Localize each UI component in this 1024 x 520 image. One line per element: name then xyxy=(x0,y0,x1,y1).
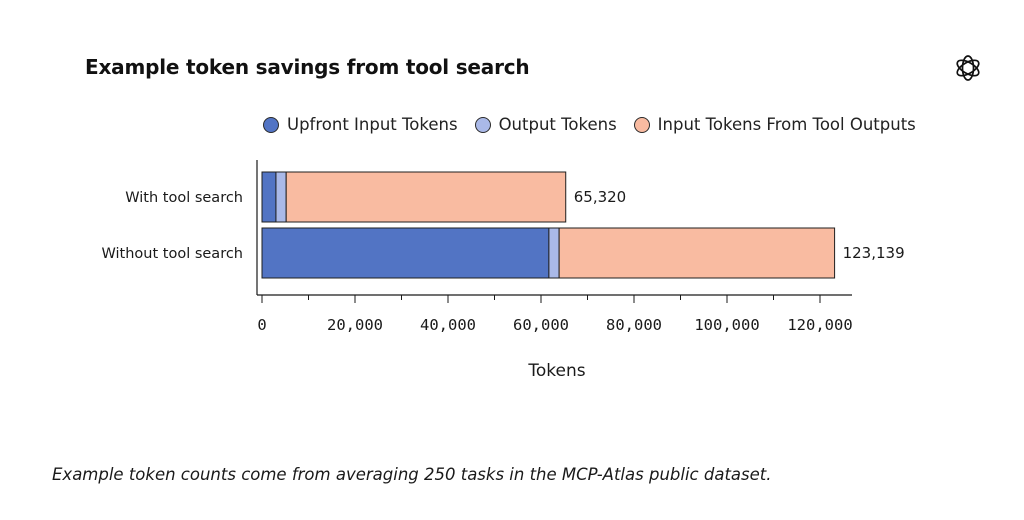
x-tick-label: 20,000 xyxy=(327,316,383,334)
bar-total-label: 123,139 xyxy=(843,244,905,262)
x-tick-label: 100,000 xyxy=(694,316,759,334)
x-tick-label: 60,000 xyxy=(513,316,569,334)
legend-label-tool-outputs: Input Tokens From Tool Outputs xyxy=(657,115,916,134)
legend-label-output: Output Tokens xyxy=(498,115,617,134)
legend-label-upfront: Upfront Input Tokens xyxy=(287,115,458,134)
bar-segment xyxy=(558,227,836,279)
legend-item-output: Output Tokens xyxy=(474,115,617,134)
chart-title: Example token savings from tool search xyxy=(85,55,530,79)
bar-segment xyxy=(261,227,550,279)
bar-segment xyxy=(275,171,287,223)
legend-item-upfront: Upfront Input Tokens xyxy=(263,115,458,134)
bar-segment xyxy=(285,171,567,223)
bar-segment xyxy=(261,171,277,223)
legend-swatch-output xyxy=(474,116,491,133)
legend-item-tool-outputs: Input Tokens From Tool Outputs xyxy=(633,115,916,134)
legend-swatch-upfront xyxy=(263,116,279,133)
x-tick-label: 0 xyxy=(257,316,266,334)
legend-swatch-tool-outputs xyxy=(633,116,650,133)
chart-legend: Upfront Input Tokens Output Tokens Input… xyxy=(263,115,916,134)
x-tick-label: 40,000 xyxy=(420,316,476,334)
bar-total-label: 65,320 xyxy=(574,188,627,206)
bar-segment xyxy=(548,227,560,279)
x-tick-label: 120,000 xyxy=(787,316,852,334)
y-category-label: With tool search xyxy=(125,190,243,206)
x-tick-label: 80,000 xyxy=(606,316,662,334)
x-axis-title: Tokens xyxy=(527,361,585,381)
y-category-label: Without tool search xyxy=(101,246,243,262)
openai-logo-icon xyxy=(956,55,980,81)
chart-caption: Example token counts come from averaging… xyxy=(52,465,772,484)
